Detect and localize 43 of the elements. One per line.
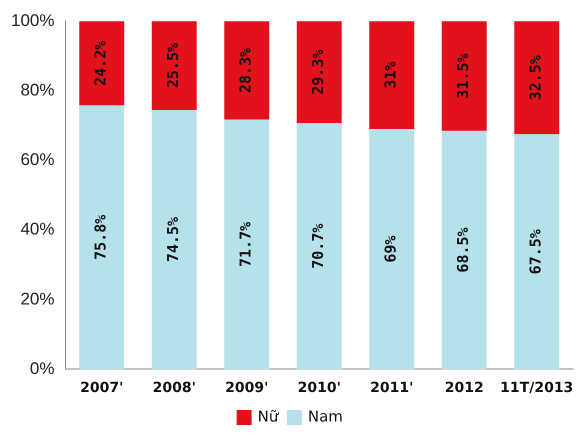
x-tick-label: 2009': [225, 380, 268, 396]
data-label: 68.5%: [454, 227, 472, 273]
y-tick-label: 100%: [10, 10, 54, 30]
x-tick-label: 2012: [444, 380, 484, 396]
bar: [79, 21, 124, 106]
bar: [514, 21, 560, 134]
x-tick-label: 11T/2013: [500, 380, 574, 396]
data-label: 29.3%: [309, 50, 328, 95]
legend-label: Nam: [308, 407, 343, 426]
bar: [79, 105, 124, 370]
data-label: 31%: [382, 62, 400, 89]
data-label: 71.7%: [236, 222, 255, 268]
bar: [152, 21, 197, 110]
data-label: 24.2%: [92, 40, 110, 86]
data-label: 67.5%: [526, 229, 545, 274]
bar: [224, 21, 270, 120]
data-label: 69%: [382, 236, 400, 263]
bar: [369, 129, 414, 370]
bar: [296, 123, 342, 370]
y-tick-label: 80%: [20, 80, 54, 100]
bar: [442, 130, 487, 370]
data-label: 32.5%: [526, 55, 545, 100]
y-tick-label: 0%: [30, 358, 54, 378]
bar: [514, 134, 560, 370]
legend-label: Nữ: [258, 407, 280, 426]
bar: [296, 21, 342, 124]
y-tick-label: 60%: [20, 150, 54, 170]
x-tick-label: 2010': [298, 380, 341, 396]
data-label: 74.5%: [164, 216, 182, 262]
y-tick-label: 40%: [20, 220, 54, 239]
x-tick-label: 2008': [152, 380, 196, 396]
x-tick-label: 2011': [370, 380, 414, 396]
y-tick-label: 20%: [20, 289, 54, 308]
data-label: 28.3%: [236, 48, 255, 94]
x-tick-label: 2007': [80, 380, 124, 396]
bar: [152, 110, 197, 370]
data-label: 75.8%: [92, 214, 110, 260]
bar: [224, 120, 270, 370]
data-label: 25.5%: [164, 42, 182, 88]
bar: [369, 21, 414, 130]
bar: [442, 21, 487, 131]
data-label: 70.7%: [309, 224, 328, 269]
data-label: 31.5%: [454, 53, 472, 99]
